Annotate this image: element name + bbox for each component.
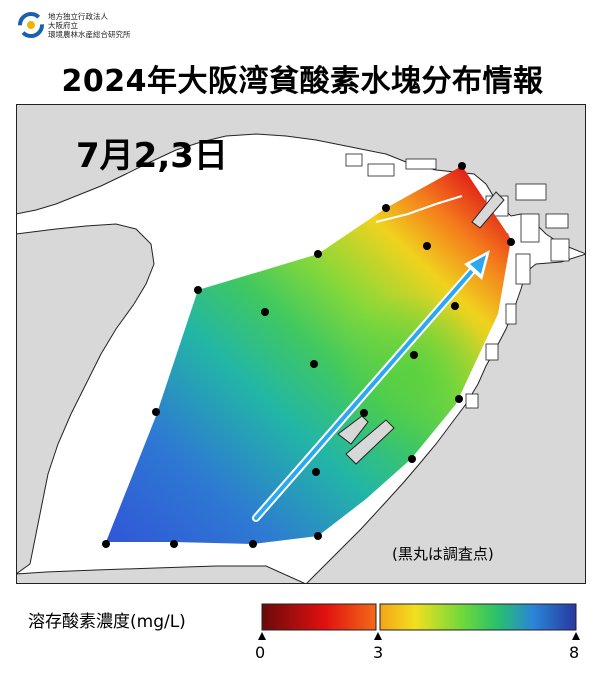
survey-date-label: 7月2,3日 bbox=[76, 136, 228, 176]
green-patch bbox=[106, 166, 511, 544]
page-title: 2024年大阪湾貧酸素水塊分布情報 bbox=[61, 64, 544, 99]
pier bbox=[471, 191, 505, 229]
tick-label-8: 8 bbox=[569, 643, 580, 662]
tick-marker-8 bbox=[572, 632, 580, 640]
survey-point-icon bbox=[360, 409, 368, 417]
survey-point-icon bbox=[152, 408, 160, 416]
survey-point-icon bbox=[314, 250, 322, 258]
breakwater bbox=[375, 195, 463, 223]
legend-title: 溶存酸素濃度(mg/L) bbox=[28, 612, 186, 632]
survey-point-icon bbox=[410, 351, 418, 359]
colorbar-low-segment bbox=[261, 603, 377, 631]
survey-point-icon bbox=[312, 468, 320, 476]
survey-point-icon bbox=[458, 162, 466, 170]
survey-point-icon bbox=[382, 204, 390, 212]
survey-point-icon bbox=[408, 455, 416, 463]
survey-point-icon bbox=[249, 540, 257, 548]
arrow-icon bbox=[252, 250, 490, 522]
osaka-bay-map bbox=[16, 104, 586, 584]
colorbar-high-segment bbox=[379, 603, 577, 631]
oxygen-colorbar bbox=[258, 603, 580, 640]
org-name-line3: 環境農林水産総合研究所 bbox=[48, 30, 131, 39]
org-name-line1: 地方独立行政法人 bbox=[48, 12, 108, 21]
land-south bbox=[16, 565, 307, 584]
tick-label-3: 3 bbox=[373, 643, 384, 662]
survey-point-icon bbox=[423, 242, 431, 250]
survey-point-icon bbox=[102, 540, 110, 548]
survey-points bbox=[102, 162, 515, 548]
map-frame bbox=[16, 104, 586, 584]
survey-point-icon bbox=[261, 308, 269, 316]
org-name-line2: 大阪府立 bbox=[48, 21, 78, 30]
survey-point-icon bbox=[455, 395, 463, 403]
survey-point-icon bbox=[507, 238, 515, 246]
tick-marker-3 bbox=[374, 632, 382, 640]
tick-label-0: 0 bbox=[255, 643, 266, 662]
survey-point-icon bbox=[194, 286, 202, 294]
logo-icon bbox=[18, 12, 44, 38]
survey-point-note: (黒丸は調査点) bbox=[392, 545, 494, 563]
tick-marker-0 bbox=[258, 632, 266, 640]
survey-point-icon bbox=[451, 302, 459, 310]
survey-point-icon bbox=[310, 360, 318, 368]
land-awaji bbox=[16, 223, 155, 575]
survey-point-icon bbox=[314, 532, 322, 540]
institute-logo: 地方独立行政法人 大阪府立 環境農林水産総合研究所 bbox=[18, 10, 188, 46]
survey-point-icon bbox=[170, 540, 178, 548]
airport-island bbox=[337, 415, 395, 465]
